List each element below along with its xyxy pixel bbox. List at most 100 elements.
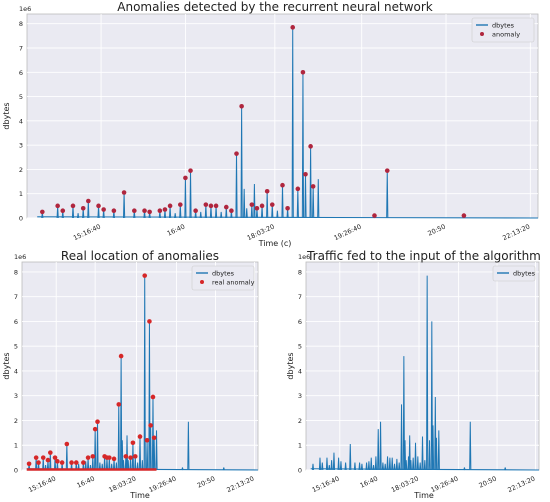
anomaly-point — [130, 440, 136, 446]
anomaly-point — [254, 205, 260, 211]
legend: dbytes — [492, 265, 536, 282]
anomaly-point — [234, 151, 239, 156]
y-tick-label: 2 — [19, 166, 23, 174]
anomaly-point — [118, 353, 124, 359]
anomaly-point — [300, 69, 306, 75]
anomaly-point — [461, 213, 467, 218]
series-spike — [434, 396, 437, 471]
series-spike — [365, 462, 368, 471]
series-spike — [402, 356, 405, 471]
anomaly-point — [40, 209, 45, 215]
series-spike — [374, 456, 377, 471]
legend-label: real anomaly — [212, 278, 255, 286]
series-spike — [243, 188, 246, 219]
series-spike — [174, 213, 177, 219]
y-tick-label: 6 — [19, 69, 23, 77]
y-tick-label: 0 — [19, 215, 23, 223]
y-tick-label: 3 — [298, 392, 302, 400]
series-spike — [414, 442, 417, 471]
anomaly-point — [142, 208, 147, 214]
y-tick-label: 3 — [14, 392, 18, 400]
y-tick-label: 3 — [19, 142, 23, 150]
series-spike — [419, 462, 422, 471]
series-spike — [77, 213, 80, 219]
y-scale-label: 1e6 — [19, 5, 31, 13]
anomaly-point — [107, 455, 112, 460]
anomaly-point — [111, 456, 117, 462]
chart-title: Real location of anomalies — [61, 249, 219, 263]
anomaly-point — [36, 460, 41, 465]
anomaly-point — [128, 455, 133, 460]
series-spike — [328, 464, 331, 471]
legend-label: anomaly — [492, 30, 520, 38]
y-tick-label: 8 — [19, 20, 23, 28]
anomaly-point — [142, 273, 148, 278]
y-axis-label: dbytes — [2, 102, 11, 129]
series-spike — [431, 425, 435, 471]
x-tick-label: 20:50 — [427, 223, 447, 238]
anomaly-point — [144, 437, 150, 443]
legend-dot-swatch — [480, 32, 484, 36]
series-spike — [321, 462, 324, 471]
series-spike — [370, 457, 373, 471]
series-spike — [110, 463, 113, 471]
series-spike — [391, 457, 394, 471]
x-tick-label: 16:40 — [76, 475, 96, 490]
x-tick-label: 15:16:40 — [27, 475, 57, 495]
series-spike — [409, 460, 412, 471]
series-spike — [181, 467, 184, 471]
series-spike — [360, 463, 364, 471]
anomaly-point — [73, 460, 79, 465]
anomaly-point — [213, 203, 219, 209]
series-spike — [349, 443, 352, 471]
series-spike — [77, 463, 80, 471]
anomaly-point — [95, 419, 100, 425]
series-spike — [469, 421, 472, 471]
series-spike — [311, 463, 315, 471]
y-tick-label: 2 — [14, 417, 18, 425]
x-tick-label: 16:40 — [166, 223, 186, 238]
x-axis-label: Time — [413, 491, 434, 500]
anomaly-point — [183, 175, 188, 181]
anomaly-point — [90, 454, 96, 459]
anomaly-point — [86, 198, 91, 204]
anomaly-point — [70, 203, 76, 209]
anomaly-point — [310, 184, 316, 189]
series-spike — [325, 457, 329, 471]
x-axis-label: Time — [129, 491, 150, 500]
series-spike — [430, 321, 433, 471]
series-spike — [276, 210, 279, 219]
anomaly-point — [81, 460, 86, 465]
series-spike — [245, 208, 248, 219]
anomaly-point — [40, 455, 46, 460]
series-baseline — [37, 216, 539, 219]
series-spike — [317, 179, 320, 219]
x-tick-label: 19:26:40 — [333, 223, 363, 243]
anomaly-point — [45, 457, 51, 463]
y-scale-label: 1e6 — [298, 253, 310, 261]
series-spike — [330, 460, 333, 471]
anomaly-point — [303, 171, 308, 177]
series-spike — [403, 440, 407, 471]
y-tick-label: 4 — [14, 367, 18, 375]
anomaly-point — [116, 402, 122, 407]
legend-label: dbytes — [513, 269, 536, 277]
anomaly-point — [151, 435, 157, 441]
series-spike — [384, 463, 387, 471]
series-spike — [141, 460, 144, 471]
series-spike — [136, 462, 139, 471]
x-tick-label: 19:26:40 — [430, 475, 460, 495]
series-spike — [421, 436, 424, 471]
anomaly-point — [85, 455, 91, 460]
series-spike — [121, 440, 124, 471]
series-spike — [463, 467, 466, 471]
series-spike — [388, 457, 391, 471]
series-spike — [395, 458, 398, 471]
anomaly-point — [384, 168, 390, 173]
series-spike — [435, 437, 438, 471]
series-spike — [337, 457, 340, 471]
anomaly-point — [167, 203, 173, 209]
anomaly-point — [26, 461, 32, 467]
anomaly-point — [259, 203, 265, 209]
